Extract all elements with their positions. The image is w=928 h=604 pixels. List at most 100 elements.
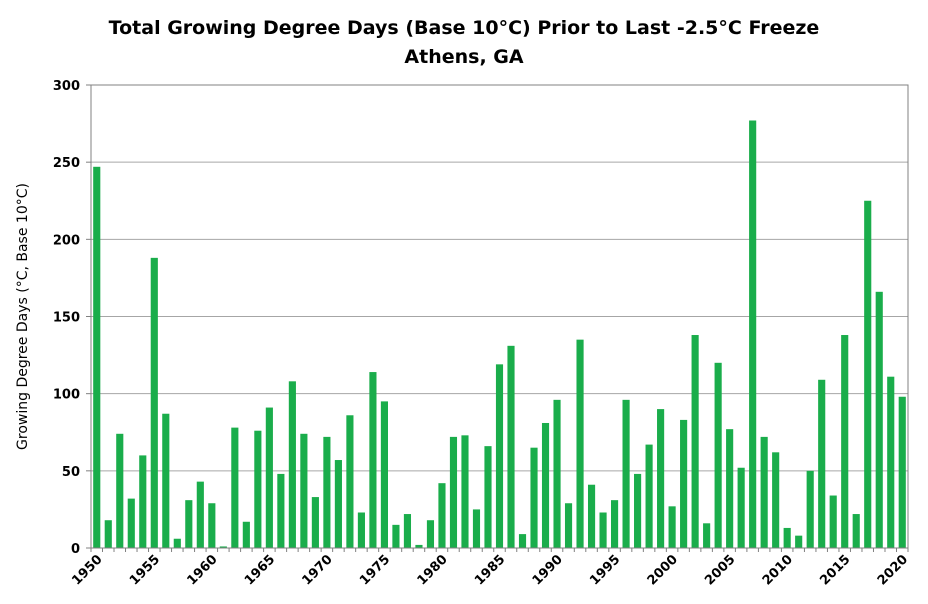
bar-1998 [645, 444, 653, 548]
bar-2004 [714, 362, 722, 548]
bar-1982 [461, 435, 469, 548]
chart-subtitle: Athens, GA [404, 46, 524, 68]
y-tick-label: 150 [53, 311, 80, 326]
bar-2006 [737, 467, 745, 548]
bar-2010 [783, 527, 791, 548]
bar-1985 [495, 364, 504, 548]
bar-2017 [864, 200, 872, 548]
bar-1967 [288, 381, 296, 548]
chart-title: Total Growing Degree Days (Base 10°C) Pr… [108, 17, 820, 39]
bar-1963 [242, 521, 250, 548]
bar-2007 [749, 120, 757, 548]
y-tick-label: 50 [62, 465, 80, 480]
bar-1950 [93, 166, 101, 548]
bar-1979 [426, 520, 435, 548]
bar-1973 [357, 512, 365, 548]
x-tick-label: 1995 [587, 552, 623, 588]
bar-1966 [277, 473, 285, 548]
y-axis: 0 50 100 150 200 250 300 [53, 79, 91, 557]
bar-1981 [449, 436, 458, 548]
bar-2015 [841, 335, 849, 548]
bar-1988 [530, 447, 538, 548]
y-tick-label: 250 [53, 156, 80, 171]
bar-1987 [518, 534, 527, 548]
bar-1983 [472, 509, 481, 548]
bar-1989 [541, 422, 550, 548]
bar-2014 [829, 495, 837, 548]
bar-1956 [162, 413, 170, 548]
bar-1955 [150, 257, 158, 548]
x-tick-label: 2015 [817, 552, 853, 588]
bar-1980 [438, 483, 446, 548]
bar-2002 [691, 335, 699, 548]
x-tick-label: 2010 [760, 552, 796, 588]
x-axis: 1950 1955 1960 1965 1970 1975 1980 1985 1990 1995… [69, 548, 911, 588]
x-tick-label: 2000 [645, 552, 681, 588]
bar-1959 [196, 481, 204, 548]
bar-1976 [392, 524, 400, 548]
bar-2019 [887, 376, 895, 548]
bar-2005 [726, 429, 734, 548]
bar-1971 [334, 460, 342, 548]
bar-1975 [380, 401, 388, 548]
bar-1952 [116, 433, 124, 548]
x-tick-label: 1990 [530, 552, 566, 588]
y-axis-label: Growing Degree Days (°C, Base 10°C) [15, 183, 31, 450]
bar-1960 [208, 503, 216, 548]
bar-1972 [346, 415, 354, 548]
bar-1990 [553, 399, 561, 548]
x-tick-label: 1965 [242, 552, 278, 588]
bar-2013 [818, 379, 826, 548]
bar-1954 [139, 455, 147, 548]
bar-1970 [323, 436, 331, 548]
bar-1978 [415, 544, 423, 548]
x-tick-label: 1985 [472, 552, 508, 588]
bar-1957 [173, 538, 181, 548]
bar-2012 [806, 470, 814, 548]
bar-2009 [772, 452, 780, 548]
bar-2020 [898, 396, 906, 548]
bar-2003 [703, 523, 711, 548]
x-tick-label: 1960 [184, 552, 220, 588]
bar-1951 [104, 520, 112, 548]
bar-1968 [300, 433, 308, 548]
bar-2000 [668, 506, 676, 548]
bar-1962 [231, 427, 239, 548]
bar-2001 [680, 419, 688, 548]
bar-1999 [657, 409, 665, 548]
bar-1953 [127, 498, 135, 548]
x-tick-label: 2020 [875, 552, 911, 588]
x-tick-label: 1980 [415, 552, 451, 588]
bar-1992 [576, 339, 584, 548]
bar-1986 [507, 345, 515, 548]
bar-1984 [484, 446, 492, 548]
x-tick-label: 2005 [702, 552, 738, 588]
y-tick-label: 0 [71, 542, 80, 557]
x-tick-label: 1950 [69, 552, 105, 588]
bar-1969 [311, 497, 319, 548]
bar-1965 [265, 407, 273, 548]
y-tick-label: 100 [53, 388, 80, 403]
bar-2008 [760, 436, 768, 548]
x-tick-label: 1975 [357, 552, 393, 588]
bar-1993 [587, 484, 596, 548]
bar-1997 [634, 473, 642, 548]
bar-2011 [795, 535, 803, 548]
bar-1964 [254, 430, 262, 548]
bar-1991 [564, 503, 573, 548]
x-tick-label: 1970 [300, 552, 336, 588]
bar-1958 [185, 500, 193, 548]
bar-2016 [852, 514, 860, 548]
bar-1961 [219, 546, 227, 548]
bar-1974 [369, 372, 377, 548]
bar-1995 [611, 500, 619, 548]
bar-1996 [622, 399, 630, 548]
y-tick-label: 300 [53, 79, 80, 94]
bar-1977 [403, 514, 412, 548]
bars [93, 120, 906, 548]
bar-1994 [599, 512, 607, 548]
bar-2018 [875, 291, 883, 548]
y-tick-label: 200 [53, 233, 80, 248]
x-tick-label: 1955 [127, 552, 163, 588]
